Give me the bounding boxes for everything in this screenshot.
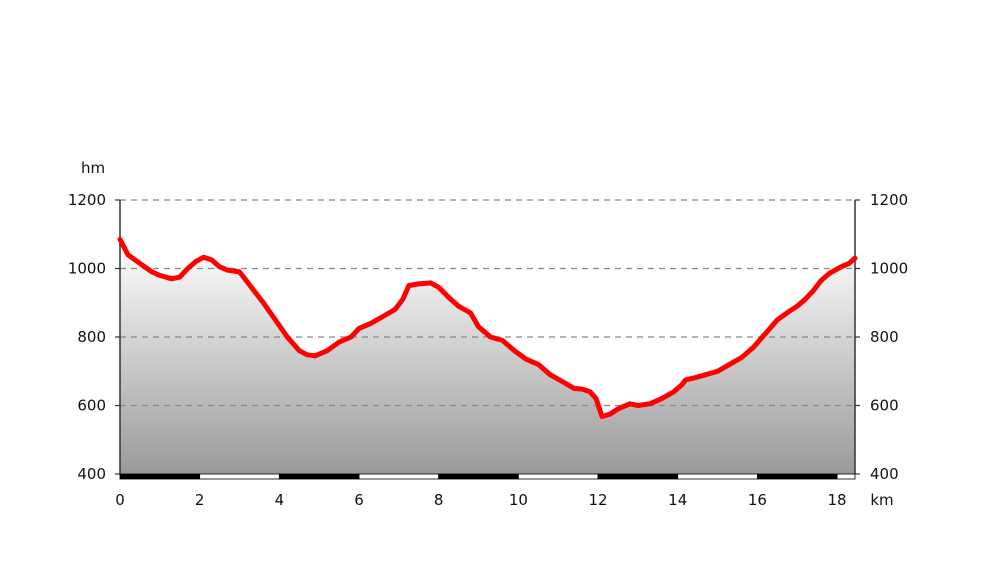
distance-bar-segment-8: [756, 473, 838, 480]
distance-bar-segment-9: [836, 473, 856, 480]
y-tick-label-left-600: 600: [77, 397, 106, 415]
y-tick-label-right-1200: 1200: [870, 191, 908, 209]
y-tick-label-right-600: 600: [870, 397, 899, 415]
x-tick-label-4: 4: [275, 491, 285, 509]
x-tick-label-12: 12: [589, 491, 608, 509]
y-axis-unit-label: hm: [81, 159, 105, 177]
distance-bar-segment-0: [119, 473, 201, 480]
y-tick-label-left-400: 400: [77, 465, 106, 483]
y-tick-label-right-800: 800: [870, 328, 899, 346]
elevation-area: [120, 239, 855, 474]
distance-bar-segment-6: [597, 473, 679, 480]
x-tick-label-18: 18: [828, 491, 847, 509]
distance-bar-segment-2: [278, 473, 360, 480]
x-tick-label-10: 10: [509, 491, 528, 509]
y-tick-label-right-400: 400: [870, 465, 899, 483]
distance-bar-segment-7: [677, 473, 758, 480]
y-tick-label-left-1000: 1000: [68, 260, 106, 278]
x-tick-label-0: 0: [115, 491, 125, 509]
x-tick-label-6: 6: [354, 491, 364, 509]
distance-bar-segment-4: [438, 473, 519, 480]
elevation-line: [117, 236, 858, 419]
distance-bar-segment-3: [358, 473, 440, 480]
x-tick-label-2: 2: [195, 491, 205, 509]
x-axis-unit-label: km: [870, 491, 893, 509]
x-tick-label-8: 8: [434, 491, 444, 509]
distance-bar-segment-5: [517, 473, 599, 480]
x-tick-label-16: 16: [748, 491, 767, 509]
y-tick-label-left-1200: 1200: [68, 191, 106, 209]
distance-bar-segment-1: [199, 473, 280, 480]
x-tick-label-14: 14: [668, 491, 687, 509]
y-tick-label-left-800: 800: [77, 328, 106, 346]
y-tick-label-right-1000: 1000: [870, 260, 908, 278]
